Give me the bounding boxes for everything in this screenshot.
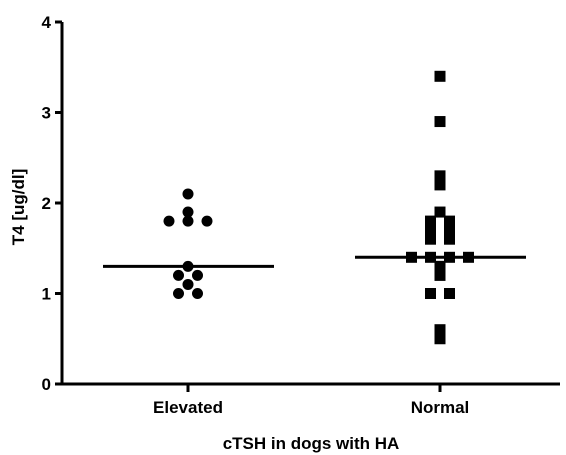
y-tick-label: 0 — [42, 375, 51, 394]
x-tick-label: Normal — [411, 398, 470, 417]
data-point — [434, 333, 446, 345]
data-point — [434, 324, 446, 336]
data-marks — [103, 70, 526, 345]
data-point — [173, 288, 184, 299]
data-point — [425, 288, 436, 299]
data-point — [434, 260, 446, 272]
data-point — [434, 269, 446, 281]
data-point — [173, 269, 184, 281]
data-point — [425, 224, 436, 236]
data-point — [192, 269, 203, 281]
data-point — [163, 215, 175, 227]
data-point — [434, 170, 446, 182]
data-point — [182, 278, 194, 290]
data-point — [434, 206, 446, 218]
data-point — [444, 233, 455, 245]
axes: 0 1 2 3 4 Elevated Normal — [42, 13, 560, 417]
y-tick-label: 3 — [42, 104, 51, 123]
data-point — [201, 215, 213, 227]
data-point — [182, 206, 194, 218]
y-tick-label: 1 — [42, 285, 51, 304]
data-point — [425, 215, 436, 227]
data-point — [192, 288, 203, 299]
data-point — [434, 179, 446, 191]
data-point — [182, 215, 194, 227]
data-point — [434, 70, 446, 82]
data-point — [182, 188, 194, 200]
data-point — [444, 288, 455, 299]
y-axis-title: T4 [ug/dl] — [9, 169, 28, 245]
data-point — [444, 224, 455, 236]
x-tick-label: Elevated — [153, 398, 223, 417]
data-point — [425, 233, 436, 245]
y-tick-label: 2 — [42, 194, 51, 213]
x-axis-title: cTSH in dogs with HA — [223, 434, 400, 453]
data-point — [434, 116, 446, 128]
y-tick-label: 4 — [42, 13, 52, 32]
data-point — [444, 215, 455, 227]
